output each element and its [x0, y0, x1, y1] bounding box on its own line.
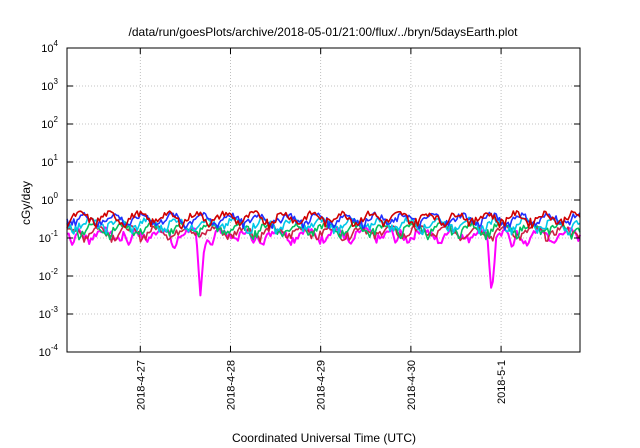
y-axis: 104 103 102 101 100 10-1 10-2 10-3 10-4	[39, 39, 580, 359]
series-line-6	[66, 210, 581, 230]
series-group	[66, 210, 581, 297]
y-tick-label: 10-1	[39, 229, 59, 245]
grid-lines	[67, 48, 580, 352]
x-axis: 2018-4-27 2018-4-28 2018-4-29 2018-4-30 2018…	[135, 48, 508, 410]
x-tick-label: 2018-4-28	[225, 360, 237, 410]
y-tick-label: 10-3	[39, 305, 59, 321]
y-axis-label: cGy/day	[19, 181, 33, 225]
x-axis-label: Coordinated Universal Time (UTC)	[232, 431, 416, 445]
x-tick-label: 2018-4-27	[135, 360, 147, 410]
x-tick-label: 2018-4-30	[406, 360, 418, 410]
x-tick-label: 2018-4-29	[316, 360, 328, 410]
y-tick-label: 101	[41, 153, 58, 169]
y-tick-label: 100	[41, 191, 58, 207]
y-tick-label: 103	[41, 77, 58, 93]
series-line-1	[66, 226, 581, 297]
x-tick-label: 2018-5-1	[496, 360, 508, 404]
y-tick-label: 10-2	[39, 267, 59, 283]
series-line-2	[67, 224, 581, 243]
chart-title: /data/run/goesPlots/archive/2018-05-01/2…	[129, 25, 519, 39]
y-tick-label: 104	[41, 39, 58, 55]
y-tick-label: 102	[41, 115, 58, 131]
plot-frame	[66, 47, 581, 353]
y-tick-label: 10-4	[39, 343, 59, 359]
